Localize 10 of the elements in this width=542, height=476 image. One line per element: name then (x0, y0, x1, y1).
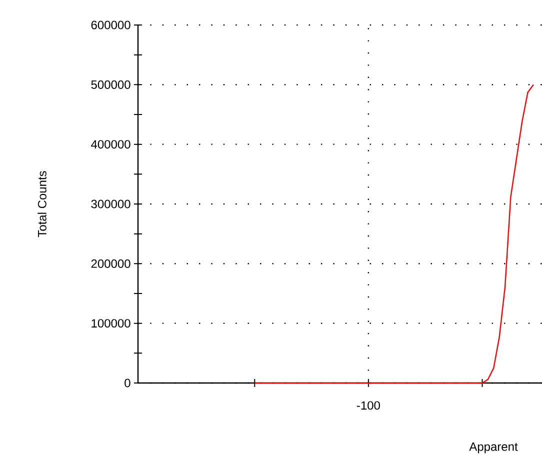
y-tick-label: 600000 (91, 20, 130, 30)
y-axis-title: Total Counts (38, 171, 46, 238)
y-tick-label: 0 (124, 378, 130, 388)
text: -100 (356, 401, 380, 410)
y-tick-label: 500000 (91, 80, 130, 89)
y-tick-label: 200000 (91, 259, 130, 268)
y-tick-label: 300000 (91, 200, 130, 208)
y-tick-label: 400000 (91, 140, 130, 149)
y-tick-label: 100000 (92, 319, 130, 328)
x-axis-title: Apparent (469, 442, 518, 454)
